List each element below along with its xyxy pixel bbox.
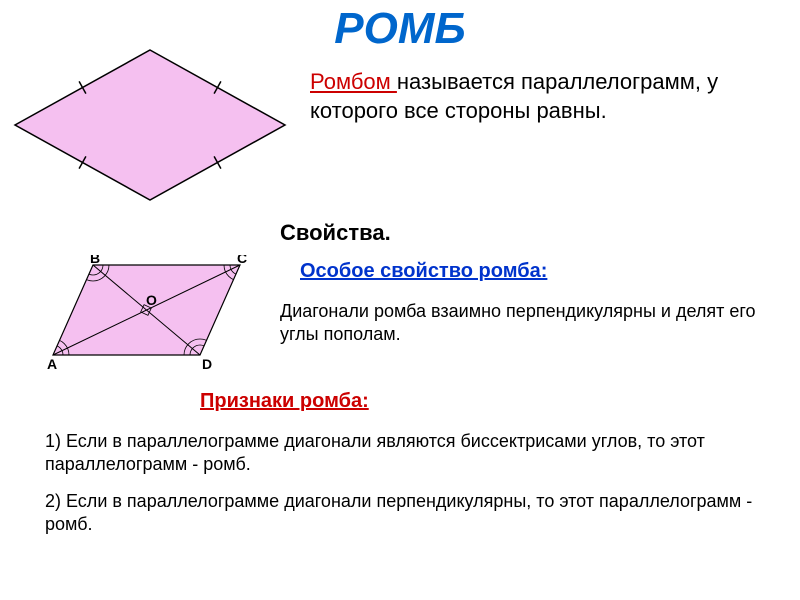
- signs-heading: Признаки ромба:: [200, 390, 369, 413]
- svg-text:C: C: [237, 255, 247, 266]
- parallelogram-diagram: A B C D O: [45, 255, 255, 375]
- sign-item-2: 2) Если в параллелограмме диагонали перп…: [45, 490, 770, 537]
- svg-text:B: B: [90, 255, 100, 266]
- special-property-body: Диагонали ромба взаимно перпендикулярны …: [280, 300, 770, 347]
- svg-text:A: A: [47, 356, 57, 372]
- definition-term: Ромбом: [310, 69, 397, 94]
- rhombus-diagram: [10, 40, 290, 210]
- properties-heading: Свойства.: [280, 220, 391, 246]
- svg-text:D: D: [202, 356, 212, 372]
- definition-text: Ромбом называется параллелограмм, у кото…: [310, 68, 770, 125]
- special-property-heading: Особое свойство ромба:: [300, 260, 547, 283]
- sign-item-1: 1) Если в параллелограмме диагонали явля…: [45, 430, 770, 477]
- svg-text:O: O: [146, 292, 157, 308]
